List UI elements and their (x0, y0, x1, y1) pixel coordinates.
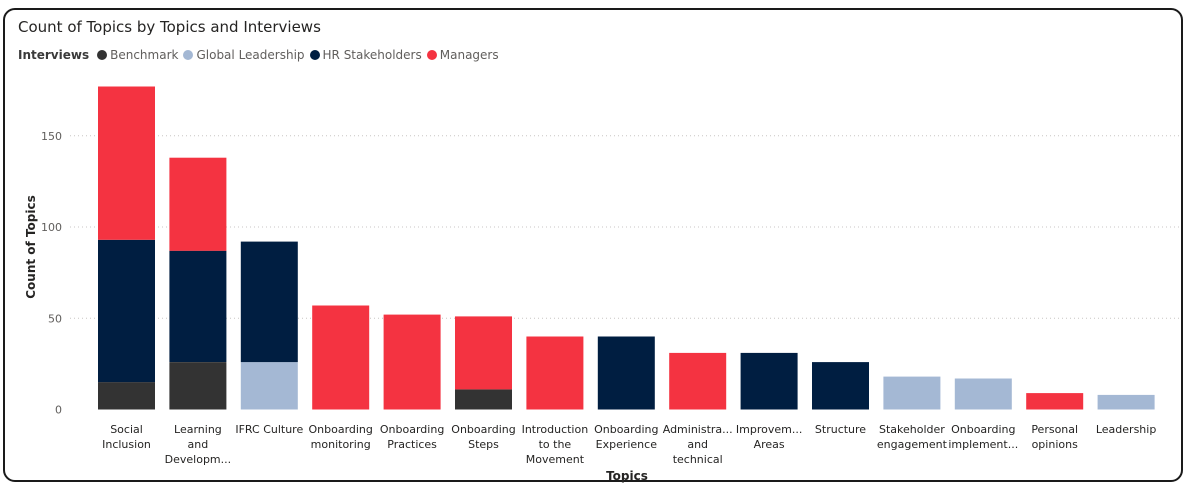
bar-segment-benchmark (455, 389, 512, 410)
x-tick-label: implement... (948, 438, 1018, 451)
x-tick-label: Learning (174, 423, 222, 436)
bar-segment-managers (383, 314, 441, 410)
x-tick-label: Introduction (522, 423, 589, 436)
x-tick-label: Onboarding (451, 423, 515, 436)
bar-segment-managers (526, 336, 584, 410)
x-tick-label: Leadership (1096, 423, 1156, 436)
x-tick-label: Personal (1031, 423, 1078, 436)
x-tick-label: Experience (596, 438, 658, 451)
legend-label: Global Leadership (196, 48, 305, 62)
x-axis-title: Topics (606, 469, 648, 483)
x-tick-label: engagement (877, 438, 948, 451)
bar-segment-global-leadership (1097, 394, 1155, 410)
x-tick-label: Onboarding (951, 423, 1015, 436)
x-tick-label: Social (110, 423, 143, 436)
legend-title: Interviews (18, 48, 90, 62)
bar-segment-global-leadership (954, 378, 1012, 410)
bar-segment-hr-stakeholders (812, 362, 869, 410)
bar-segment-benchmark (98, 382, 155, 410)
x-tick-label: Structure (815, 423, 866, 436)
x-tick-label: Stakeholder (879, 423, 945, 436)
x-tick-label: Onboarding (308, 423, 372, 436)
y-tick-label: 100 (41, 221, 62, 234)
x-tick-label: Practices (387, 438, 437, 451)
x-tick-label: Inclusion (102, 438, 151, 451)
bar-segment-hr-stakeholders (169, 250, 227, 362)
x-tick-label: opinions (1032, 438, 1078, 451)
bar-segment-hr-stakeholders (240, 241, 298, 363)
legend-label: HR Stakeholders (322, 48, 422, 62)
chart-title: Count of Topics by Topics and Interviews (18, 18, 321, 36)
x-tick-label: and (188, 438, 209, 451)
legend-item-global-leadership[interactable]: Global Leadership (183, 48, 305, 62)
x-tick-label: to the (539, 438, 572, 451)
bar-segment-managers (1026, 393, 1084, 410)
x-tick-label: and (687, 438, 708, 451)
x-tick-label: Steps (468, 438, 499, 451)
bar-segment-managers (98, 86, 155, 240)
x-tick-label: Movement (526, 453, 585, 466)
x-tick-label: monitoring (311, 438, 371, 451)
bar-segment-hr-stakeholders (597, 336, 655, 410)
legend-swatch (97, 50, 108, 60)
bar-segment-managers (669, 352, 727, 410)
x-tick-label: Administra... (663, 423, 733, 436)
bar-segment-global-leadership (883, 376, 941, 410)
legend-item-benchmark[interactable]: Benchmark (97, 48, 178, 62)
x-tick-label: Areas (754, 438, 785, 451)
y-tick-label: 50 (48, 312, 62, 325)
legend-swatch (183, 50, 194, 60)
bar-segment-managers (169, 157, 227, 251)
bar-segment-managers (455, 316, 512, 390)
x-tick-label: IFRC Culture (235, 423, 303, 436)
legend: Interviews Benchmark Global Leadership HR … (18, 48, 504, 62)
x-tick-label: Onboarding (380, 423, 444, 436)
bar-segment-hr-stakeholders (740, 352, 798, 410)
y-tick-label: 0 (55, 404, 62, 417)
y-axis-title: Count of Topics (24, 195, 38, 299)
bar-segment-global-leadership (240, 362, 298, 410)
bar-segment-benchmark (169, 362, 227, 410)
legend-swatch (309, 50, 320, 60)
legend-label: Benchmark (110, 48, 179, 62)
x-tick-label: technical (673, 453, 723, 466)
bar-segment-hr-stakeholders (98, 239, 155, 383)
x-tick-label: Improvem... (736, 423, 802, 436)
x-tick-label: Developm... (165, 453, 232, 466)
legend-swatch (426, 50, 437, 60)
bar-segment-managers (312, 305, 370, 410)
legend-label: Managers (439, 48, 499, 62)
legend-item-hr-stakeholders[interactable]: HR Stakeholders (309, 48, 422, 62)
x-tick-label: Onboarding (594, 423, 658, 436)
legend-item-managers[interactable]: Managers (426, 48, 499, 62)
y-tick-label: 150 (41, 130, 62, 143)
